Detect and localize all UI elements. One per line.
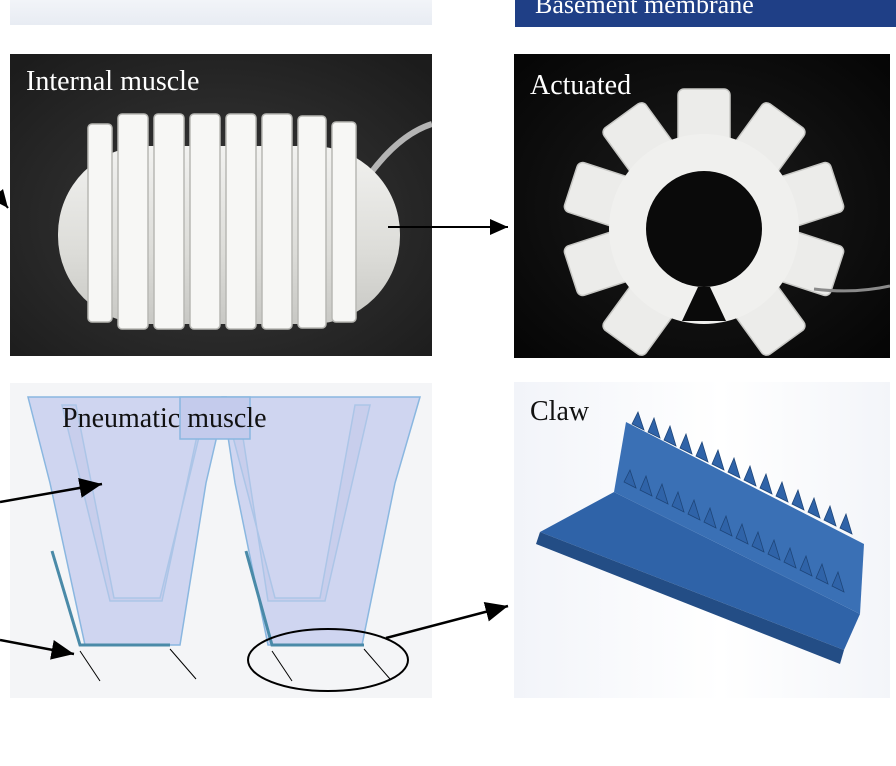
basement-membrane-banner: Basement membrane [515,0,896,27]
basement-membrane-label: Basement membrane [535,0,754,19]
arrow-to-claw [385,602,509,640]
claw-edge-lines [79,648,391,682]
actuated-ring [563,88,845,356]
internal-muscle-photo [10,54,432,356]
actuated-label: Actuated [530,70,632,101]
internal-muscle-label: Internal muscle [26,66,200,97]
top-left-panel-edge [10,0,432,25]
claw-highlight-ellipse [247,628,409,692]
actuated-photo [514,54,890,358]
arrow-to-internal-muscle [0,188,9,209]
claw-render [514,382,890,698]
claw-shape [536,410,864,664]
arrow-to-pneumatic-muscle [0,478,103,504]
internal-muscle-panel: Internal muscle [10,54,432,356]
claw-label: Claw [530,396,590,427]
pneumatic-muscle-label: Pneumatic muscle [62,403,267,434]
actuated-panel: Actuated [514,54,890,358]
arrow-to-muscle-base [0,638,75,660]
muscle-base-lines [50,550,364,647]
pneumatic-muscle-panel: Pneumatic muscle [10,383,432,698]
muscle-shape [27,396,421,646]
pneumatic-muscle-drawing [27,396,421,682]
claw-panel: Claw [514,382,890,698]
muscle-ribs [87,113,357,330]
